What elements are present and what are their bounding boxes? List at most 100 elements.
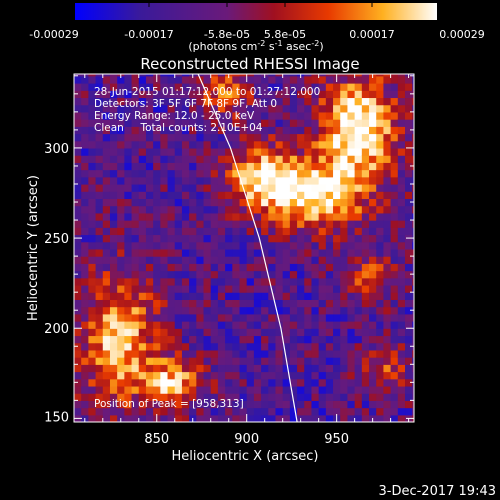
heatmap-cell [232, 385, 241, 394]
heatmap-cell [117, 256, 125, 264]
heatmap-cell [203, 191, 212, 200]
heatmap-cell [268, 256, 277, 264]
heatmap-cell [246, 256, 255, 264]
heatmap-cell [181, 205, 190, 214]
heatmap-cell [74, 97, 82, 106]
heatmap-cell [268, 400, 277, 409]
heatmap-cell [261, 328, 269, 337]
heatmap-cell [376, 220, 385, 228]
heatmap-cell [390, 292, 399, 300]
heatmap-cell [376, 104, 385, 113]
heatmap-cell [174, 284, 183, 293]
heatmap-cell [282, 364, 291, 373]
heatmap-cell [361, 292, 370, 300]
heatmap-cell [210, 111, 219, 120]
heatmap-cell [145, 414, 154, 422]
heatmap-cell [217, 270, 226, 279]
heatmap-cell [304, 176, 313, 185]
heatmap-cell [131, 140, 140, 149]
heatmap-cell [325, 241, 334, 250]
x-axis-label: Heliocentric X (arcsec) [172, 449, 319, 464]
heatmap-cell [81, 191, 89, 200]
heatmap-cell [412, 292, 414, 300]
heatmap-cell [390, 385, 399, 394]
heatmap-cell [167, 176, 176, 185]
heatmap-cell [160, 183, 169, 192]
heatmap-cell [167, 147, 176, 156]
heatmap-cell [304, 284, 313, 293]
heatmap-cell [81, 220, 89, 228]
heatmap-cell [261, 342, 269, 351]
heatmap-cell [117, 400, 125, 409]
heatmap-cell [95, 155, 104, 163]
heatmap-cell [74, 183, 82, 192]
heatmap-cell [196, 83, 205, 91]
heatmap-cell [412, 212, 414, 221]
heatmap-cell [304, 147, 313, 156]
heatmap-cell [217, 75, 226, 84]
heatmap-cell [412, 119, 414, 127]
heatmap-cell [275, 393, 284, 401]
heatmap-cell [246, 313, 255, 322]
heatmap-cell [217, 299, 226, 308]
heatmap-cell [117, 299, 125, 308]
heatmap-cell [405, 357, 413, 365]
heatmap-cell [347, 385, 356, 394]
heatmap-cell [138, 378, 147, 387]
heatmap-cell [160, 169, 169, 178]
heatmap-cell [282, 155, 291, 163]
heatmap-cell [383, 83, 392, 91]
heatmap-cell [74, 407, 82, 416]
heatmap-cell [354, 147, 363, 156]
heatmap-cell [354, 111, 363, 120]
heatmap-cell [304, 385, 313, 394]
heatmap-cell [405, 299, 413, 308]
heatmap-cell [253, 74, 262, 77]
heatmap-cell [253, 147, 262, 156]
heatmap-cell [117, 364, 125, 373]
heatmap-cell [189, 162, 197, 171]
heatmap-cell [268, 119, 277, 127]
heatmap-cell [102, 162, 111, 171]
heatmap-cell [239, 119, 248, 127]
heatmap-cell [138, 400, 147, 409]
heatmap-cell [189, 176, 197, 185]
heatmap-cell [246, 176, 255, 185]
heatmap-cell [369, 393, 377, 401]
heatmap-cell [268, 155, 277, 163]
heatmap-cell [167, 313, 176, 322]
heatmap-cell [181, 169, 190, 178]
heatmap-cell [174, 147, 183, 156]
heatmap-cell [246, 364, 255, 373]
heatmap-cell [88, 119, 97, 127]
heatmap-cell [167, 385, 176, 394]
heatmap-cell [102, 407, 111, 416]
heatmap-cell [318, 119, 327, 127]
heatmap-cell [253, 212, 262, 221]
heatmap-cell [297, 104, 305, 113]
heatmap-cell [210, 270, 219, 279]
heatmap-cell [124, 104, 133, 113]
heatmap-cell [261, 104, 269, 113]
heatmap-cell [369, 234, 377, 243]
heatmap-cell [88, 75, 97, 84]
heatmap-cell [81, 155, 89, 163]
heatmap-cell [88, 284, 97, 293]
heatmap-cell [268, 393, 277, 401]
heatmap-cell [102, 111, 111, 120]
heatmap-cell [261, 321, 269, 329]
heatmap-cell [282, 378, 291, 387]
heatmap-cell [225, 400, 233, 409]
heatmap-cell [311, 284, 320, 293]
heatmap-cell [390, 220, 399, 228]
heatmap-cell [275, 83, 284, 91]
heatmap-cell [361, 248, 370, 257]
heatmap-cell [217, 400, 226, 409]
heatmap-cell [383, 111, 392, 120]
heatmap-cell [325, 263, 334, 272]
heatmap-cell [289, 133, 298, 142]
heatmap-cell [289, 385, 298, 394]
heatmap-cell [325, 198, 334, 207]
heatmap-cell [340, 241, 349, 250]
heatmap-cell [102, 90, 111, 99]
